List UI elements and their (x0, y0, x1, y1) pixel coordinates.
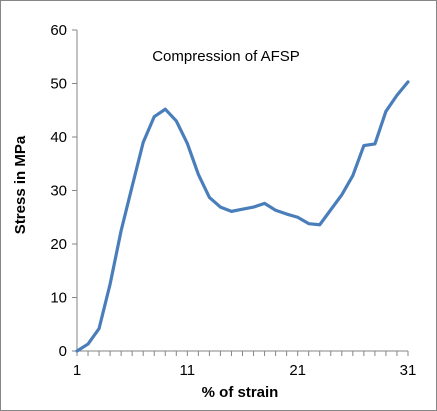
x-tick-label: 21 (289, 362, 306, 379)
chart-annotation: Compression of AFSP (152, 48, 300, 65)
y-axis-title: Stress in MPa (12, 135, 29, 234)
data-point (76, 350, 79, 353)
data-point (164, 108, 167, 111)
data-point (175, 119, 178, 122)
x-axis-title: % of strain (202, 384, 279, 401)
data-point (285, 213, 288, 216)
data-point (407, 80, 410, 83)
data-point (395, 94, 398, 97)
x-axis: 1 11 21 31 (73, 350, 417, 379)
series-group (75, 80, 410, 353)
data-point (307, 222, 310, 225)
data-point (142, 141, 145, 144)
data-point (252, 206, 255, 209)
y-tick-label: 0 (59, 343, 67, 360)
data-point (219, 206, 222, 209)
data-point (384, 110, 387, 113)
y-tick-label: 40 (50, 129, 67, 146)
y-tick-label: 50 (50, 76, 67, 93)
x-tick-label: 1 (73, 362, 81, 379)
data-point (274, 209, 277, 212)
data-point (153, 115, 156, 118)
data-point (186, 142, 189, 145)
data-point (208, 196, 211, 199)
y-tick-label: 20 (50, 236, 67, 253)
data-point (362, 144, 365, 147)
data-point (230, 210, 233, 213)
y-axis: 0 10 20 30 40 50 60 (50, 22, 78, 360)
data-point (241, 208, 244, 211)
y-tick-label: 10 (50, 290, 67, 307)
data-point (329, 208, 332, 211)
data-point (318, 223, 321, 226)
x-tick-label: 11 (180, 362, 196, 379)
data-point (296, 216, 299, 219)
data-point (197, 173, 200, 176)
data-point (340, 193, 343, 196)
data-point (351, 174, 354, 177)
data-point (263, 202, 266, 205)
data-point (373, 142, 376, 145)
data-point (131, 185, 134, 188)
x-tick-label: 31 (400, 362, 417, 379)
data-point (87, 343, 90, 346)
data-point (98, 327, 101, 330)
data-point (109, 283, 112, 286)
data-point (120, 229, 123, 232)
y-tick-label: 30 (50, 183, 67, 200)
y-tick-label: 60 (50, 22, 67, 39)
series-line (75, 80, 410, 353)
